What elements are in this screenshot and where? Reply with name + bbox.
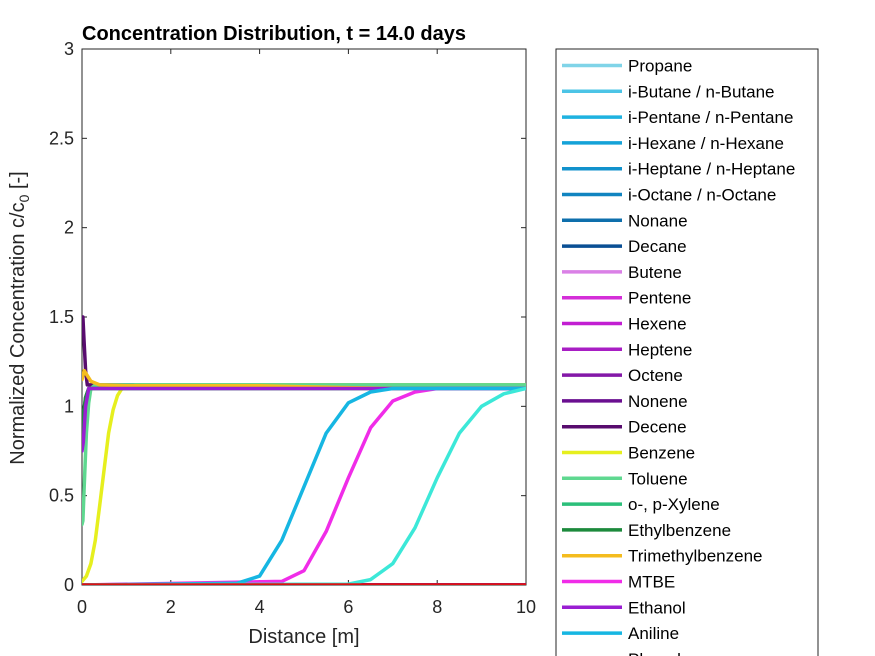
y-tick-label: 3 [64, 39, 74, 59]
legend-label-decene: Decene [628, 418, 687, 437]
legend-label-o-p-xylene: o-, p-Xylene [628, 495, 720, 514]
legend-label-pentene: Pentene [628, 289, 691, 308]
legend-label-i-octane-n-octane: i-Octane / n-Octane [628, 186, 776, 205]
legend-label-hexene: Hexene [628, 315, 687, 334]
legend-label-ethylbenzene: Ethylbenzene [628, 521, 731, 540]
legend-label-decane: Decane [628, 237, 687, 256]
legend-label-phenol: Phenol [628, 650, 681, 656]
legend-label-i-butane-n-butane: i-Butane / n-Butane [628, 82, 774, 101]
x-tick-label: 8 [432, 597, 442, 617]
x-tick-label: 4 [255, 597, 265, 617]
chart-title: Concentration Distribution, t = 14.0 day… [82, 23, 466, 45]
legend-label-mtbe: MTBE [628, 573, 675, 592]
legend-label-nonene: Nonene [628, 392, 688, 411]
y-axis-label-subscript: 0 [16, 194, 32, 202]
legend-label-benzene: Benzene [628, 444, 695, 463]
legend-label-i-heptane-n-heptane: i-Heptane / n-Heptane [628, 160, 795, 179]
y-axis-label: Normalized Concentration c/c0 [-] [7, 171, 32, 464]
legend-label-propane: Propane [628, 57, 692, 76]
y-tick-label: 1 [64, 396, 74, 416]
legend-label-nonane: Nonane [628, 211, 688, 230]
x-tick-label: 2 [166, 597, 176, 617]
series-line-toluene [82, 383, 526, 527]
x-tick-label: 10 [516, 597, 536, 617]
x-axis-label: Distance [m] [248, 626, 359, 648]
series-lines [82, 315, 526, 585]
y-tick-label: 2 [64, 218, 74, 238]
legend-label-ethanol: Ethanol [628, 598, 686, 617]
legend-label-toluene: Toluene [628, 469, 688, 488]
legend-label-octene: Octene [628, 366, 683, 385]
legend-label-trimethylbenzene: Trimethylbenzene [628, 547, 763, 566]
legend-label-butene: Butene [628, 263, 682, 282]
legend-label-aniline: Aniline [628, 624, 679, 643]
legend-label-i-hexane-n-hexane: i-Hexane / n-Hexane [628, 134, 784, 153]
x-tick-label: 6 [343, 597, 353, 617]
plot-area [81, 48, 527, 586]
x-tick-label: 0 [77, 597, 87, 617]
y-tick-label: 0.5 [49, 486, 74, 506]
legend: Propane i-Butane / n-Butane i-Pentane / n-… [555, 48, 819, 656]
y-tick-label: 1.5 [49, 307, 74, 327]
axis-ticks: 0 2 4 6 8 10 0 0.5 1 1.5 2 2.5 3 [49, 39, 536, 617]
y-tick-label: 0 [64, 575, 74, 595]
y-axis-label-suffix: [-] [7, 171, 29, 194]
legend-label-i-pentane-n-pentane: i-Pentane / n-Pentane [628, 108, 793, 127]
series-line-aniline [82, 386, 526, 585]
series-line-phenol [82, 386, 526, 585]
y-tick-label: 2.5 [49, 128, 74, 148]
series-line-ethanol [82, 386, 526, 453]
y-axis-label-main: Normalized Concentration c/c [7, 202, 29, 464]
legend-label-heptene: Heptene [628, 340, 692, 359]
